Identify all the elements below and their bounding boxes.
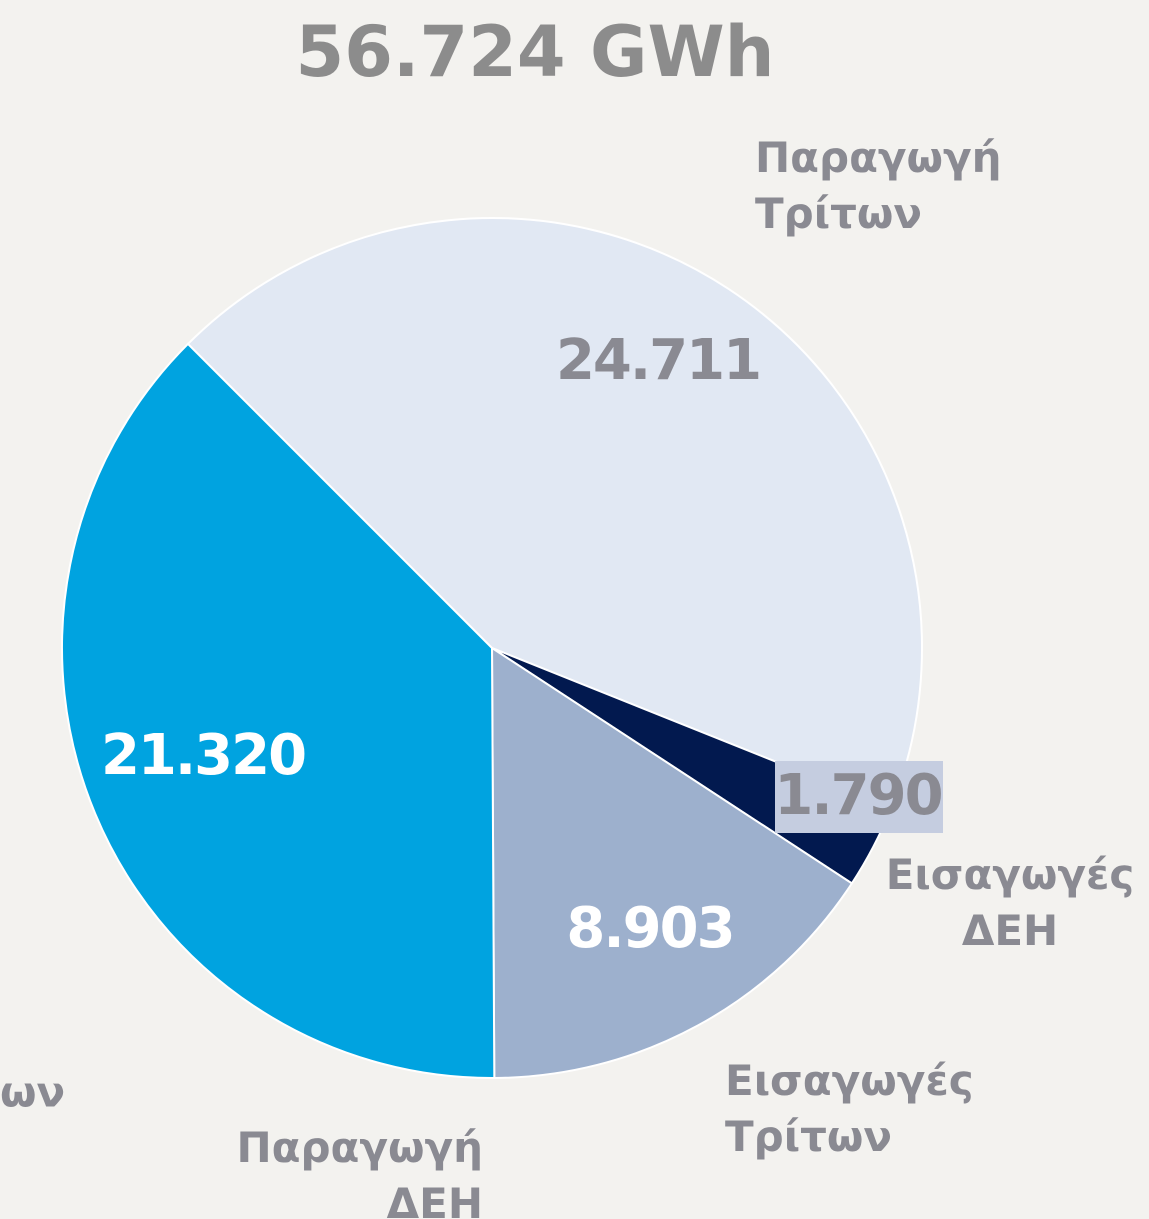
category-label-line: Εισαγωγές [886, 850, 1135, 899]
value-label: 1.790 [774, 763, 941, 828]
value-label: 24.711 [556, 328, 760, 393]
value-label-box [775, 761, 943, 833]
value-label: 8.903 [566, 896, 733, 961]
cut-off-label: ων [0, 1068, 65, 1117]
category-label: Παραγωγή Τρίτων [755, 133, 1002, 238]
category-label-line: Τρίτων [725, 1112, 892, 1161]
category-label: Εισαγωγές ΔΕΗ [886, 850, 1135, 955]
chart-title: 56.724 GWh [296, 11, 775, 93]
category-label-line: Παραγωγή [755, 133, 1002, 182]
pie-slice [61, 342, 496, 1079]
category-label-line: ΔΕΗ [387, 1179, 483, 1219]
category-label-line: Τρίτων [755, 189, 922, 238]
value-label: 21.320 [101, 723, 305, 788]
pie-slice [186, 217, 923, 810]
pie-slice [490, 646, 854, 1079]
category-label: Παραγωγή ΔΕΗ [236, 1123, 483, 1219]
category-label: Εισαγωγές Τρίτων [725, 1056, 974, 1161]
category-label-line: Εισαγωγές [725, 1056, 974, 1105]
category-label-line: Παραγωγή [236, 1123, 483, 1172]
category-label-line: ΔΕΗ [962, 906, 1058, 955]
